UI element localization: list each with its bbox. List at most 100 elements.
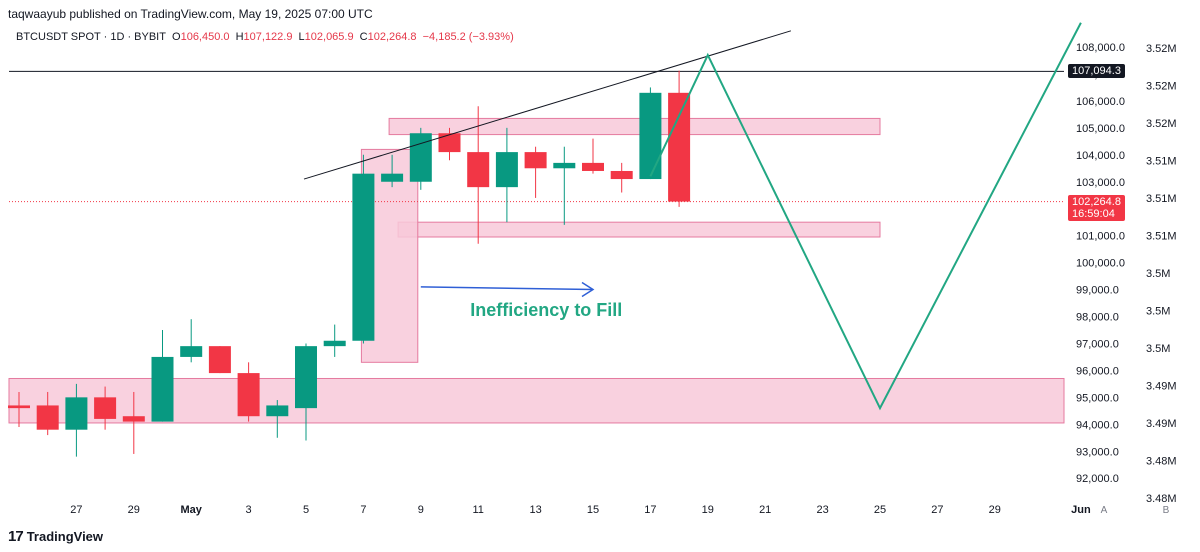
- candle-body: [36, 405, 59, 430]
- candle-body: [409, 133, 432, 182]
- candle-body: [151, 356, 174, 422]
- lines-layer: [9, 70, 1064, 203]
- secondary-tick-label: 3.5M: [1146, 268, 1170, 280]
- price-tick-label: 100,000.0: [1076, 258, 1125, 270]
- price-axis[interactable]: 92,000.0 93,000.0 94,000.0 95,000.0 96,000.0…: [1076, 42, 1125, 485]
- candle-body: [180, 346, 203, 357]
- candle-body: [495, 152, 518, 188]
- support-zone: [8, 377, 1065, 424]
- zones-layer: [8, 117, 1065, 424]
- price-tick-label: 98,000.0: [1076, 312, 1119, 324]
- candle-body: [65, 397, 88, 430]
- tradingview-brand: TradingView: [26, 529, 104, 544]
- price-tick-label: 94,000.0: [1076, 419, 1119, 431]
- price-tick-label: 93,000.0: [1076, 446, 1119, 458]
- tradingview-logo[interactable]: 17 TradingView: [8, 528, 103, 545]
- time-tick-label: 21: [759, 504, 771, 516]
- price-tick-label: 108,000.0: [1076, 42, 1125, 54]
- countdown-value: 16:59:04: [1072, 208, 1115, 220]
- time-tick-label: 23: [816, 504, 828, 516]
- candle-body: [323, 340, 346, 347]
- candle-body: [122, 416, 145, 422]
- candle-body: [94, 397, 117, 419]
- price-tick-label: 95,000.0: [1076, 392, 1119, 404]
- price-tick-label: 92,000.0: [1076, 473, 1119, 485]
- secondary-tick-label: 3.49M: [1146, 381, 1177, 393]
- candle-body: [438, 133, 461, 153]
- secondary-tick-label: 3.52M: [1146, 43, 1177, 55]
- price-tick-label: 96,000.0: [1076, 365, 1119, 377]
- inefficiency-arrow-shaft: [420, 286, 594, 291]
- annotation-text: Inefficiency to Fill: [470, 300, 622, 320]
- time-axis[interactable]: 27 29 May 3 5 7 9 11 13 15 17 19 21 23 25 27 29 Jun A B: [70, 504, 1169, 516]
- candle-body: [208, 346, 231, 374]
- time-tick-label: May: [180, 504, 202, 516]
- open-label: O: [172, 31, 181, 43]
- candles-layer: [8, 70, 691, 457]
- candle-body: [553, 162, 576, 169]
- time-tick-label: 11: [472, 504, 483, 516]
- candle-body: [352, 173, 375, 341]
- price-tick-label: 99,000.0: [1076, 285, 1119, 297]
- axis-mode-button[interactable]: A: [1101, 505, 1108, 516]
- time-tick-label: 9: [418, 504, 424, 516]
- candle-body: [295, 346, 317, 409]
- secondary-tick-label: 3.5M: [1146, 343, 1170, 355]
- time-tick-label: 15: [587, 504, 599, 516]
- candle-body: [639, 92, 662, 180]
- candle-body: [266, 405, 289, 417]
- price-tick-label: 105,000.0: [1076, 123, 1125, 135]
- resistance-price-tag: 107,094.3: [1068, 64, 1125, 78]
- low-label: L: [298, 31, 305, 43]
- candle-body: [668, 92, 691, 202]
- upper-supply-zone: [388, 117, 881, 136]
- close-label: C: [359, 31, 368, 43]
- time-tick-label: 27: [70, 504, 82, 516]
- secondary-tick-label: 3.51M: [1146, 231, 1177, 243]
- close-value: 102,264.8: [367, 31, 417, 43]
- trendline: [303, 30, 792, 180]
- high-label: H: [235, 31, 244, 43]
- time-tick-label: Jun: [1071, 504, 1091, 516]
- time-tick-label: 27: [931, 504, 943, 516]
- time-tick-label: 7: [360, 504, 366, 516]
- candle-body: [610, 170, 633, 180]
- secondary-tick-label: 3.48M: [1146, 456, 1177, 468]
- secondary-tick-label: 3.52M: [1146, 81, 1177, 93]
- time-tick-label: 29: [989, 504, 1001, 516]
- secondary-tick-label: 3.49M: [1146, 418, 1177, 430]
- overlay-layer: Inefficiency to Fill: [303, 22, 1082, 411]
- time-tick-label: 13: [529, 504, 541, 516]
- secondary-tick-label: 3.5M: [1146, 306, 1170, 318]
- last-price-tag: 102,264.8 16:59:04: [1068, 195, 1125, 221]
- symbol-legend: BTCUSDT SPOT · 1D · BYBIT O106,450.0 H10…: [16, 31, 514, 43]
- axis-mode-button[interactable]: B: [1163, 505, 1170, 516]
- projection-path: [649, 22, 1082, 411]
- open-value: 106,450.0: [180, 31, 230, 43]
- price-tick-label: 97,000.0: [1076, 338, 1119, 350]
- time-tick-label: 19: [702, 504, 714, 516]
- high-value: 107,122.9: [243, 31, 293, 43]
- price-tick-label: 101,000.0: [1076, 231, 1125, 243]
- candle-body: [582, 162, 604, 171]
- candle-body: [467, 152, 490, 188]
- time-tick-label: 29: [128, 504, 140, 516]
- secondary-tick-label: 3.48M: [1146, 493, 1177, 505]
- time-tick-label: 17: [644, 504, 656, 516]
- secondary-tick-label: 3.51M: [1146, 193, 1177, 205]
- low-value: 102,065.9: [304, 31, 354, 43]
- time-tick-label: 25: [874, 504, 886, 516]
- last-price-value: 102,264.8: [1072, 196, 1121, 208]
- change-value: −4,185.2 (−3.93%): [422, 31, 514, 43]
- symbol-name[interactable]: BTCUSDT SPOT · 1D · BYBIT: [16, 31, 166, 43]
- secondary-axis: 3.52M 3.52M 3.52M 3.51M 3.51M 3.51M 3.5M 3.5M 3.…: [1146, 43, 1177, 505]
- publish-line: taqwaayub published on TradingView.com, …: [8, 7, 373, 21]
- price-tick-label: 106,000.0: [1076, 96, 1125, 108]
- secondary-tick-label: 3.51M: [1146, 156, 1177, 168]
- time-tick-label: 5: [303, 504, 309, 516]
- time-tick-label: 3: [246, 504, 252, 516]
- tradingview-logo-icon: 17: [8, 528, 24, 545]
- price-tick-label: 103,000.0: [1076, 177, 1125, 189]
- price-tick-label: 104,000.0: [1076, 150, 1125, 162]
